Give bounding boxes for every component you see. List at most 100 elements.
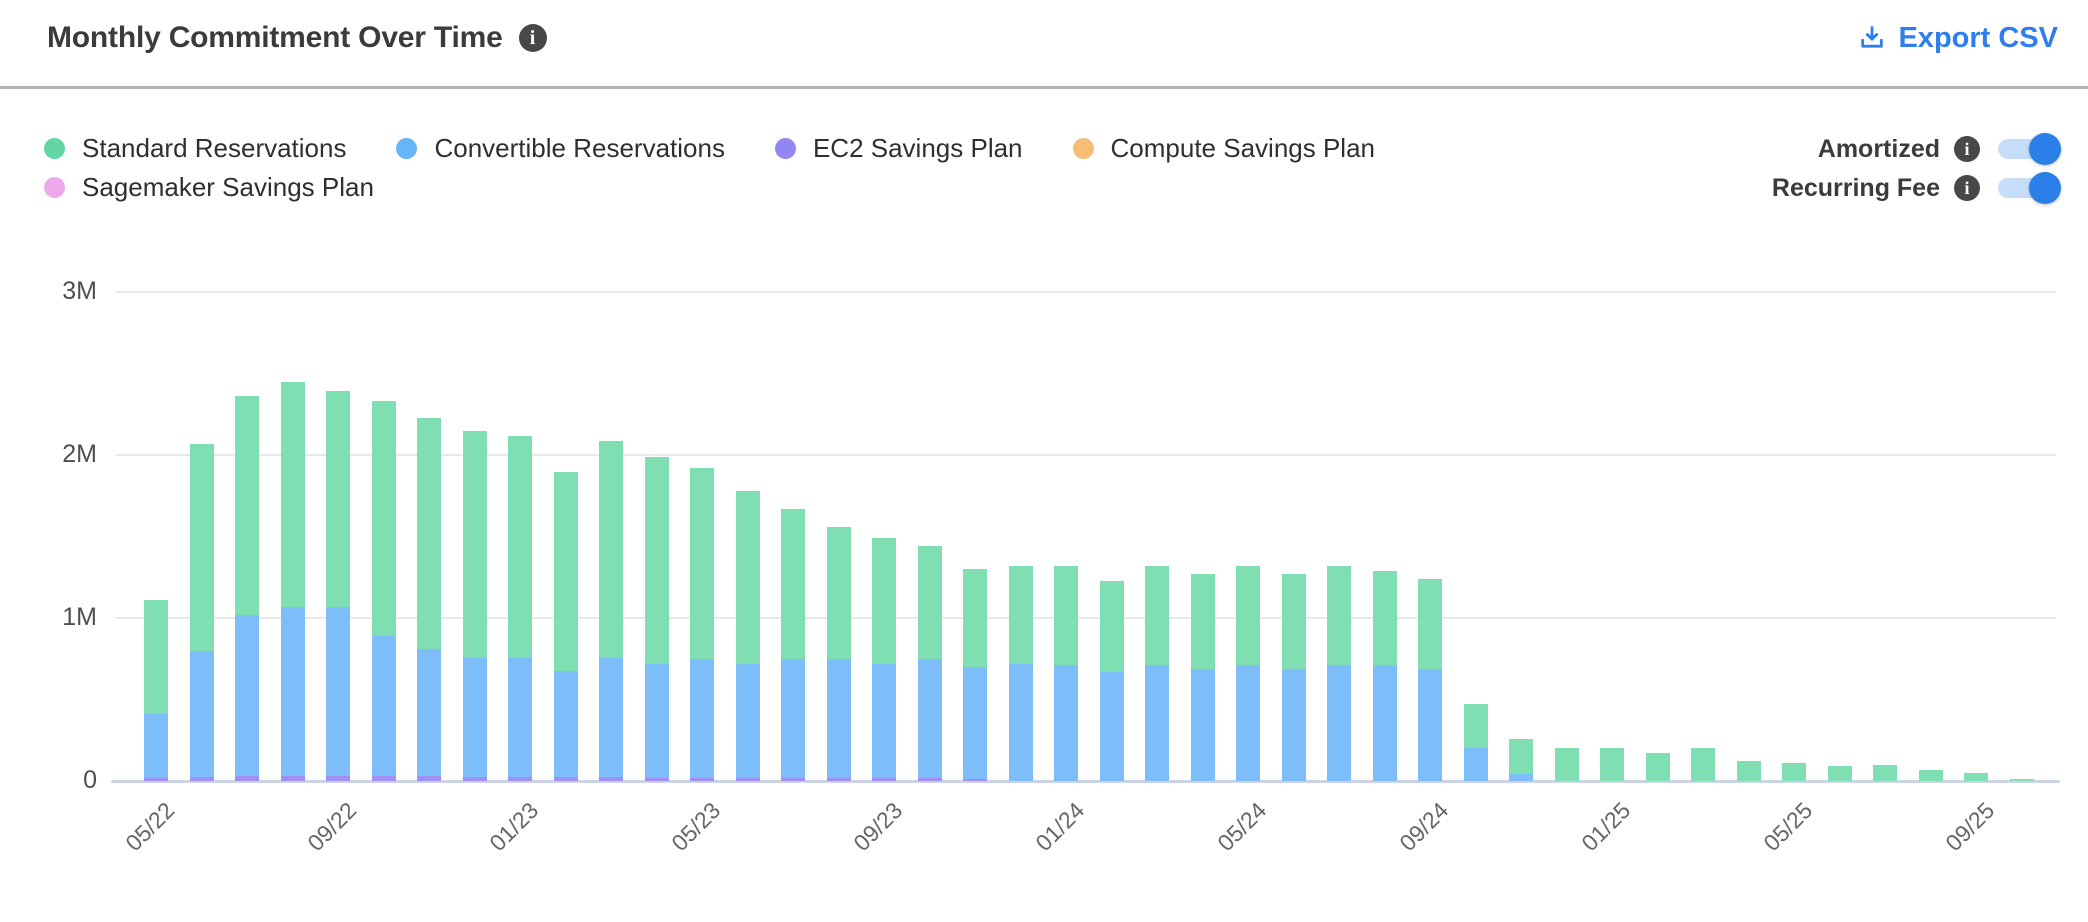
bar-segment-standard-reservations (1873, 764, 1898, 781)
bar-segment-standard-reservations (1372, 570, 1397, 666)
legend-item-label: EC2 Savings Plan (812, 132, 1023, 163)
bar-segment-standard-reservations (781, 508, 806, 659)
bar-segment-standard-reservations (963, 568, 988, 667)
bar-segment-standard-reservations (1418, 578, 1443, 669)
bar-segment-standard-reservations (2009, 778, 2034, 781)
bar-segment-standard-reservations (189, 444, 214, 652)
chart-legend: Standard Reservations Convertible Reserva… (44, 132, 1464, 202)
bar-segment-ec2-savings-plan (599, 776, 624, 781)
legend-dot-icon (774, 137, 796, 159)
bar-segment-ec2-savings-plan (644, 777, 669, 781)
toggle-label: Amortized (1817, 134, 1940, 163)
bar-segment-standard-reservations (1008, 565, 1033, 664)
toggle-switch-on[interactable] (1998, 133, 2061, 165)
x-axis-tick-label: 05/24 (1212, 797, 1272, 857)
bar-segment-convertible-reservations (280, 606, 305, 777)
bar-segment-standard-reservations (1600, 748, 1625, 781)
bar-segment-standard-reservations (508, 436, 533, 658)
bar-segment-standard-reservations (462, 431, 487, 658)
gridline (115, 454, 2056, 456)
bar-segment-standard-reservations (235, 396, 260, 615)
bar-segment-convertible-reservations (690, 658, 715, 778)
x-axis-tick-label: 05/25 (1758, 797, 1818, 857)
title-info-icon[interactable]: i (518, 24, 547, 52)
toggle-info-icon[interactable]: i (1954, 136, 1980, 162)
toggle-knob (2029, 172, 2061, 204)
bar-segment-standard-reservations (826, 526, 851, 659)
bar-segment-standard-reservations (1145, 565, 1170, 666)
y-axis-tick-label: 0 (83, 766, 97, 794)
bar-segment-convertible-reservations (1327, 665, 1352, 781)
bar-segment-standard-reservations (553, 472, 578, 671)
legend-item-label: Standard Reservations (82, 132, 347, 163)
bar-segment-standard-reservations (917, 546, 942, 659)
export-csv-button[interactable]: Export CSV (1858, 14, 2058, 62)
gridline (115, 617, 2056, 619)
legend-item-label: Convertible Reservations (434, 132, 725, 163)
x-axis-tick-label: 09/24 (1394, 797, 1454, 857)
page-title: Monthly Commitment Over Time (47, 21, 503, 54)
legend-item-ec2-savings-plan[interactable]: EC2 Savings Plan (774, 132, 1023, 163)
bar-segment-standard-reservations (280, 381, 305, 607)
bar-segment-convertible-reservations (826, 658, 851, 778)
y-axis-tick-label: 2M (62, 440, 97, 468)
bar-segment-standard-reservations (1190, 573, 1215, 669)
toggle-info-icon[interactable]: i (1954, 175, 1980, 201)
bar-segment-standard-reservations (644, 456, 669, 664)
bar-segment-standard-reservations (1509, 738, 1534, 775)
bar-segment-ec2-savings-plan (963, 779, 988, 781)
bar-segment-ec2-savings-plan (781, 777, 806, 781)
legend-item-label: Sagemaker Savings Plan (82, 171, 374, 202)
panel-header: Monthly Commitment Over Time i (47, 12, 547, 64)
bar-segment-convertible-reservations (1099, 671, 1124, 781)
bar-segment-convertible-reservations (1145, 665, 1170, 781)
bar-segment-ec2-savings-plan (690, 777, 715, 781)
bar-segment-convertible-reservations (1190, 668, 1215, 781)
bar-segment-standard-reservations (326, 391, 351, 607)
legend-item-sagemaker-savings-plan[interactable]: Sagemaker Savings Plan (44, 171, 374, 202)
toggle-row-amortized: Amortized i (1817, 133, 2061, 165)
y-axis-tick-label: 1M (62, 603, 97, 631)
legend-item-label: Compute Savings Plan (1110, 132, 1375, 163)
legend-item-compute-savings-plan[interactable]: Compute Savings Plan (1072, 132, 1375, 163)
bar-segment-standard-reservations (144, 600, 168, 715)
bar-segment-convertible-reservations (644, 663, 669, 778)
bar-segment-standard-reservations (1463, 704, 1488, 749)
bar-segment-convertible-reservations (553, 670, 578, 777)
bar-segment-standard-reservations (1918, 769, 1943, 781)
legend-item-standard-reservations[interactable]: Standard Reservations (44, 132, 347, 163)
bar-segment-convertible-reservations (735, 663, 760, 778)
bar-segment-ec2-savings-plan (326, 776, 351, 781)
bar-segment-convertible-reservations (1236, 665, 1261, 781)
toggle-row-recurring-fee: Recurring Fee i (1772, 172, 2061, 204)
x-axis-tick-label: 05/23 (666, 797, 726, 857)
bar-segment-standard-reservations (1964, 772, 1989, 781)
export-csv-label: Export CSV (1898, 21, 2058, 54)
gridline (115, 291, 2056, 293)
bar-segment-convertible-reservations (1281, 668, 1306, 781)
bar-segment-standard-reservations (371, 401, 396, 636)
bar-segment-convertible-reservations (1008, 663, 1033, 781)
toggle-switch-on[interactable] (1998, 172, 2061, 204)
legend-dot-icon (396, 137, 418, 159)
bar-segment-convertible-reservations (326, 606, 351, 777)
bar-segment-ec2-savings-plan (235, 776, 260, 781)
legend-item-convertible-reservations[interactable]: Convertible Reservations (396, 132, 725, 163)
y-axis-tick-label: 3M (62, 277, 97, 305)
bar-segment-standard-reservations (1691, 748, 1716, 781)
bar-segment-standard-reservations (1827, 766, 1852, 781)
bar-segment-ec2-savings-plan (144, 777, 168, 781)
bar-segment-convertible-reservations (1463, 748, 1488, 781)
bar-segment-convertible-reservations (963, 666, 988, 779)
bar-segment-convertible-reservations (235, 614, 260, 777)
bar-segment-convertible-reservations (508, 657, 533, 777)
x-axis-tick-label: 09/25 (1940, 797, 2000, 857)
bar-segment-standard-reservations (1281, 573, 1306, 669)
legend-dot-icon (44, 137, 65, 159)
bar-segment-standard-reservations (872, 538, 897, 664)
bar-segment-standard-reservations (1099, 580, 1124, 672)
legend-dot-icon (44, 176, 65, 198)
bar-segment-ec2-savings-plan (371, 776, 396, 781)
